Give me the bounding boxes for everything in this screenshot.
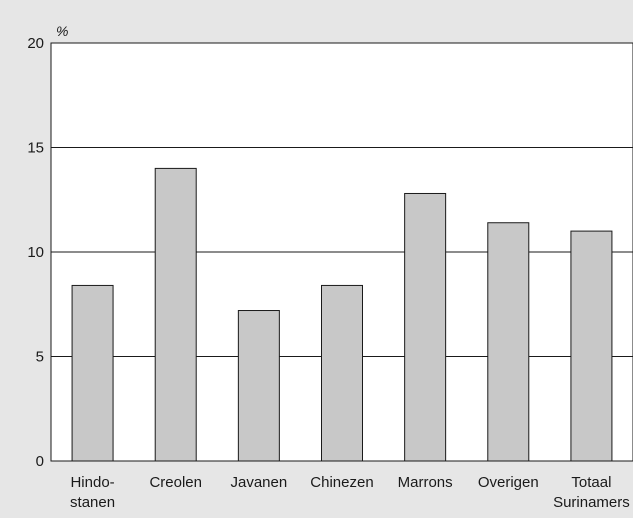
y-axis-unit-label: % — [56, 23, 68, 39]
x-category-label: Creolen — [149, 474, 202, 491]
y-axis-ticks: 0 5 10 15 20 — [27, 35, 44, 470]
y-tick-label: 20 — [27, 35, 44, 52]
y-tick-label: 0 — [36, 453, 44, 470]
bar-2 — [237, 310, 280, 462]
x-category-label: Totaal Surinamers — [553, 474, 630, 511]
bar-6 — [570, 230, 613, 462]
bar-4 — [404, 192, 447, 462]
bar-3 — [321, 284, 363, 462]
bar-1 — [154, 167, 197, 462]
x-category-label: Javanen — [230, 474, 287, 491]
x-category-label: Chinezen — [310, 474, 373, 491]
y-tick-label: 10 — [27, 244, 44, 261]
y-tick-label: 5 — [36, 349, 44, 366]
x-category-label: Hindo-stanen — [70, 474, 115, 511]
y-tick-label: 15 — [27, 140, 44, 157]
bar-0 — [71, 284, 114, 462]
x-category-label: Overigen — [478, 474, 539, 491]
bars — [71, 167, 613, 462]
x-category-label: Marrons — [398, 474, 453, 491]
bar-5 — [487, 222, 530, 462]
x-axis-labels: Hindo-stanen Creolen Javanen Chinezen Marron… — [70, 474, 630, 511]
